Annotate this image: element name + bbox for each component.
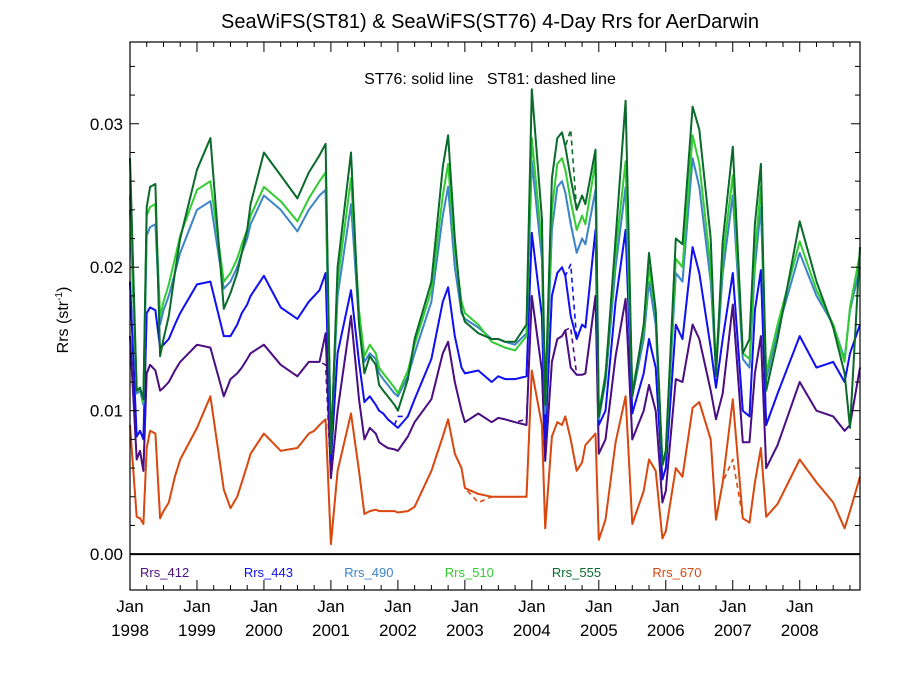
series-dashed-line-rrs_443 (129, 229, 861, 481)
series-dashed-line-rrs_510 (129, 134, 861, 464)
x-tick-label-year: 2008 (781, 621, 819, 640)
series-dashed-line-rrs_670 (129, 369, 861, 545)
x-tick-label-month: Jan (250, 597, 277, 616)
x-tick-label-month: Jan (116, 597, 143, 616)
chart-annotation: ST76: solid line ST81: dashed line (364, 71, 616, 88)
x-tick-label-month: Jan (384, 597, 411, 616)
x-tick-label-year: 2004 (513, 621, 551, 640)
y-axis-label-close: ) (55, 287, 72, 292)
series-dashed-line-rrs_412 (129, 295, 861, 504)
x-tick-label-month: Jan (183, 597, 210, 616)
x-tick-label-year: 2002 (379, 621, 417, 640)
y-tick-label: 0.02 (90, 258, 123, 277)
legend-label-rrs_670: Rrs_670 (652, 565, 701, 580)
x-tick-label-month: Jan (451, 597, 478, 616)
x-tick-label-year: 2006 (647, 621, 685, 640)
y-axis-label-text: Rrs (str (55, 300, 72, 353)
x-tick-label-year: 2001 (312, 621, 350, 640)
x-tick-label-month: Jan (786, 597, 813, 616)
x-tick-label-month: Jan (719, 597, 746, 616)
x-tick-label-year: 1999 (178, 621, 216, 640)
y-tick-label: 0.03 (90, 115, 123, 134)
y-axis-label: Rrs (str-1) (54, 287, 72, 354)
series-dashed-line-rrs_490 (129, 157, 861, 467)
legend-label-rrs_555: Rrs_555 (552, 565, 601, 580)
x-tick-label-year: 2005 (580, 621, 618, 640)
x-tick-label-month: Jan (518, 597, 545, 616)
plot-frame (129, 41, 861, 591)
x-tick-label-month: Jan (317, 597, 344, 616)
x-tick-label-year: 2000 (245, 621, 283, 640)
x-tick-label-month: Jan (585, 597, 612, 616)
y-axis-label-sup: -1 (54, 292, 65, 301)
x-tick-label-year: 2007 (714, 621, 752, 640)
y-tick-label: 0.00 (90, 545, 123, 564)
legend-label-rrs_443: Rrs_443 (244, 565, 293, 580)
x-tick-label-month: Jan (652, 597, 679, 616)
legend-label-rrs_412: Rrs_412 (140, 565, 189, 580)
y-tick-label: 0.01 (90, 402, 123, 421)
chart-title: SeaWiFS(ST81) & SeaWiFS(ST76) 4-Day Rrs … (221, 11, 759, 33)
series-dashed-line-rrs_555 (129, 88, 861, 467)
x-tick-label-year: 2003 (446, 621, 484, 640)
legend-label-rrs_490: Rrs_490 (344, 565, 393, 580)
legend-label-rrs_510: Rrs_510 (445, 565, 494, 580)
x-tick-label-year: 1998 (111, 621, 149, 640)
svg-text:Rrs (str-1): Rrs (str-1) (54, 287, 72, 354)
plot-area: 0.00 0.01 0.02 0.03 Jan 1998 Jan 1999 Jan 2000 Jan… (90, 41, 861, 640)
